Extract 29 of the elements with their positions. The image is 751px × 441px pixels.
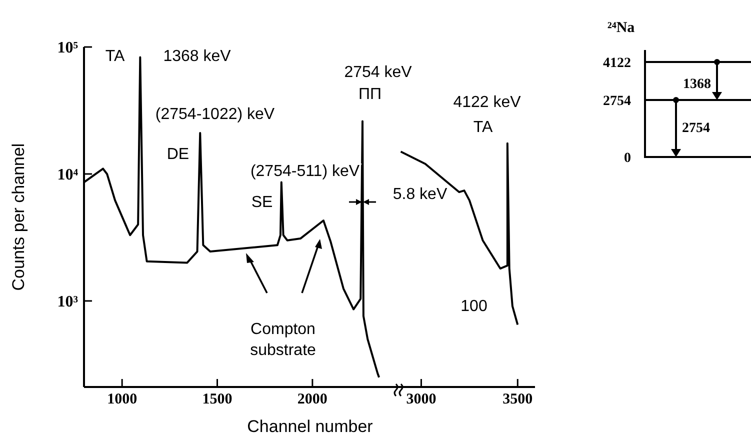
y-tick-label: 10³: [57, 294, 78, 311]
text: 2754: [603, 94, 631, 109]
text: 2754: [682, 121, 710, 136]
annotation: 4122 keV: [453, 94, 522, 112]
text: ²⁴Na: [607, 20, 636, 36]
x-tick-label: 3000: [406, 392, 436, 408]
x-tick-label: 3500: [502, 392, 533, 408]
x-tick-label: 1000: [107, 392, 138, 408]
annotation: Compton substrate: [250, 321, 316, 360]
x-axis-title: Channel number: [247, 417, 374, 436]
y-tick-label: 10⁵: [57, 40, 78, 57]
x-tick-label: 1500: [202, 392, 232, 408]
x-tick-label: 2000: [297, 392, 328, 408]
text: 1368: [683, 77, 711, 92]
annotation: 1368 keV: [163, 48, 232, 66]
annotation: DE: [166, 146, 190, 164]
y-tick-label: 10⁴: [57, 166, 78, 184]
annotation: 100: [460, 298, 488, 316]
annotation: ПП: [358, 86, 382, 104]
annotation: 2754 keV: [344, 64, 412, 82]
annotation: SE: [251, 194, 273, 212]
text: 4122: [603, 56, 631, 71]
annotation: 5.8 keV: [392, 186, 448, 204]
annotation: TA: [473, 119, 493, 136]
text: 0: [624, 151, 631, 166]
y-axis-title: Counts per channel: [9, 143, 28, 291]
annotation: (2754-1022) keV: [155, 106, 275, 124]
annotation: TA: [105, 48, 125, 66]
annotation: (2754-511) keV: [250, 163, 360, 180]
